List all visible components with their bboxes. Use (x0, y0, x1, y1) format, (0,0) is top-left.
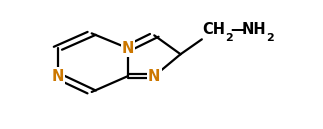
Text: 2: 2 (266, 33, 274, 43)
Text: —: — (231, 22, 245, 37)
Text: N: N (148, 69, 161, 84)
Text: N: N (52, 69, 64, 84)
Text: N: N (122, 41, 134, 56)
Text: CH: CH (203, 22, 225, 37)
Text: NH: NH (241, 22, 266, 37)
Text: 2: 2 (225, 33, 233, 43)
